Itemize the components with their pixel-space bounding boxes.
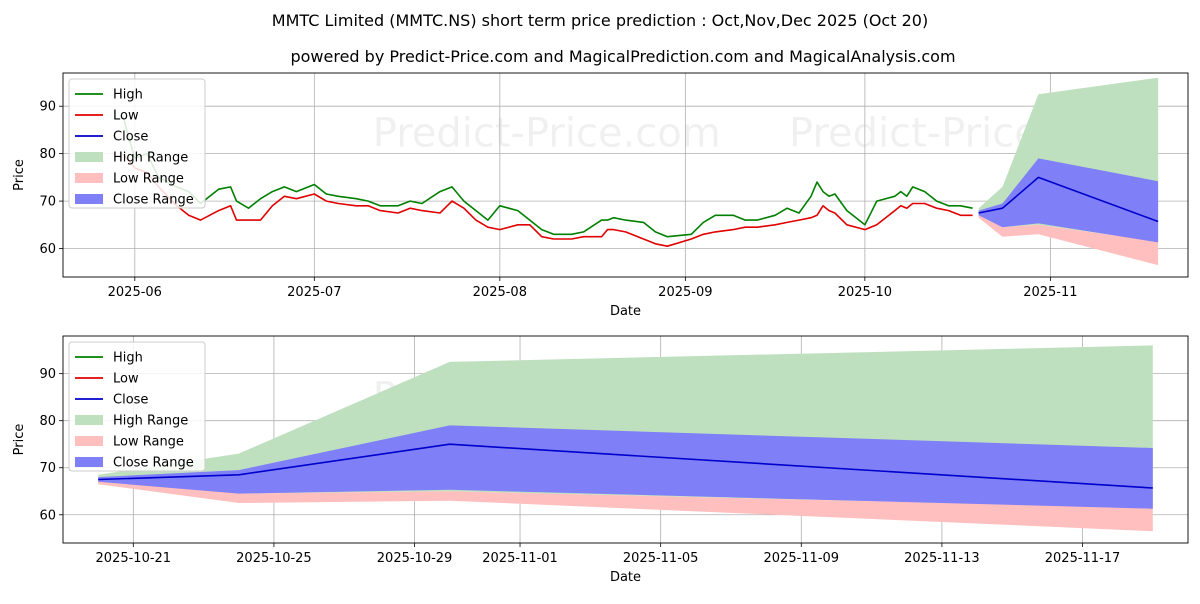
legend-label: Low xyxy=(113,372,139,387)
legend-label: High xyxy=(113,351,143,366)
axes-frame xyxy=(62,335,1189,544)
x-tick-label: 2025-11-17 xyxy=(1045,551,1121,566)
history-panel: Predict-Price.com Predict-Price.com607080… xyxy=(12,72,1189,319)
y-tick-label: 70 xyxy=(39,195,56,210)
x-tick-label: 2025-11-09 xyxy=(764,551,840,566)
y-axis-label: Price xyxy=(12,424,27,456)
legend-label: High Range xyxy=(113,151,188,166)
x-tick-label: 2025-09 xyxy=(658,285,712,300)
legend-swatch xyxy=(75,457,103,467)
chart-subtitle: powered by Predict-Price.com and Magical… xyxy=(290,47,955,66)
x-tick-label: 2025-11-13 xyxy=(904,551,980,566)
low-range-band xyxy=(978,213,1159,266)
y-tick-label: 80 xyxy=(39,414,56,429)
y-tick-label: 60 xyxy=(39,508,56,523)
x-tick-label: 2025-06 xyxy=(108,285,162,300)
x-tick-label: 2025-11-01 xyxy=(482,551,558,566)
x-axis-label: Date xyxy=(610,570,641,585)
low-range-band xyxy=(98,479,1153,532)
close-range-band xyxy=(98,425,1153,509)
forecast-panel: Predict-Price.comPredict-Price.com607080… xyxy=(12,335,1189,585)
legend-swatch xyxy=(75,152,103,162)
legend-swatch xyxy=(75,415,103,425)
high-series-line xyxy=(122,115,973,238)
close-series-line xyxy=(98,443,1153,489)
x-axis-label: Date xyxy=(610,304,641,319)
y-tick-label: 90 xyxy=(39,100,56,115)
legend: High Low Close High Range Low Range Close Ran… xyxy=(68,341,206,472)
x-tick-label: 2025-10-25 xyxy=(236,551,312,566)
legend-swatch xyxy=(75,194,103,204)
legend-label: Low xyxy=(113,109,139,124)
legend-label: Low Range xyxy=(113,435,184,450)
y-tick-label: 60 xyxy=(39,242,56,257)
x-tick-label: 2025-08 xyxy=(473,285,527,300)
x-tick-label: 2025-10-29 xyxy=(377,551,453,566)
legend-label: Low Range xyxy=(113,172,184,187)
y-axis-label: Price xyxy=(12,159,27,191)
legend-label: Close xyxy=(113,393,148,408)
x-tick-label: 2025-11-05 xyxy=(623,551,699,566)
legend-swatch xyxy=(75,173,103,183)
y-tick-label: 70 xyxy=(39,461,56,476)
close-range-band xyxy=(978,158,1159,243)
y-tick-label: 90 xyxy=(39,367,56,382)
legend-label: High Range xyxy=(113,414,188,429)
x-tick-label: 2025-10-21 xyxy=(96,551,172,566)
legend-label: Close xyxy=(113,130,148,145)
chart-title: MMTC Limited (MMTC.NS) short term price … xyxy=(272,11,928,30)
low-series-line xyxy=(122,153,973,247)
legend-label: High xyxy=(113,88,143,103)
legend-swatch xyxy=(75,436,103,446)
y-tick-label: 80 xyxy=(39,147,56,162)
legend-label: Close Range xyxy=(113,456,194,471)
close-series-line xyxy=(978,176,1159,223)
axes-frame xyxy=(62,72,1189,278)
legend-label: Close Range xyxy=(113,193,194,208)
legend: High Low Close High Range Low Range Close Ran… xyxy=(68,78,206,209)
x-tick-label: 2025-10 xyxy=(838,285,892,300)
x-tick-label: 2025-07 xyxy=(287,285,341,300)
x-tick-label: 2025-11 xyxy=(1023,285,1077,300)
watermark-text: Predict-Price.com xyxy=(373,110,721,156)
